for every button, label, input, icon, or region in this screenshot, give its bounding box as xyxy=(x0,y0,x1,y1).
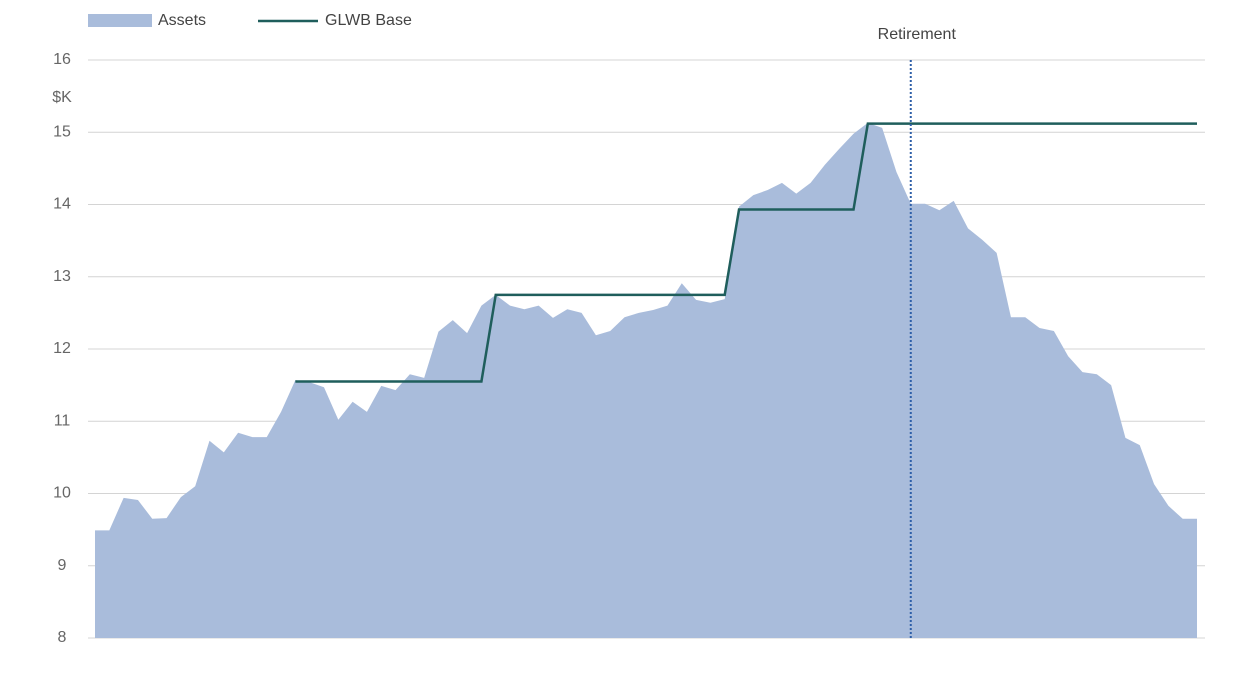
annotation: Retirement xyxy=(878,26,957,43)
y-tick-label: 10 xyxy=(53,485,71,502)
assets-area xyxy=(95,122,1197,639)
y-tick-label: 11 xyxy=(54,412,71,429)
y-tick-label: 15 xyxy=(53,123,71,140)
glwb-line xyxy=(295,122,1197,383)
legend-label: GLWB Base xyxy=(325,12,412,29)
legend-swatch xyxy=(88,14,152,27)
y-tick-label: 8 xyxy=(58,629,67,646)
y-tick-label: 14 xyxy=(53,196,71,213)
legend-label: Assets xyxy=(158,12,206,29)
y-tick-label: 16 xyxy=(53,51,71,68)
y-tick-label: 9 xyxy=(58,557,67,574)
y-unit-label: $K xyxy=(52,89,72,106)
y-tick-label: 12 xyxy=(53,340,71,357)
y-tick-label: 13 xyxy=(53,268,71,285)
